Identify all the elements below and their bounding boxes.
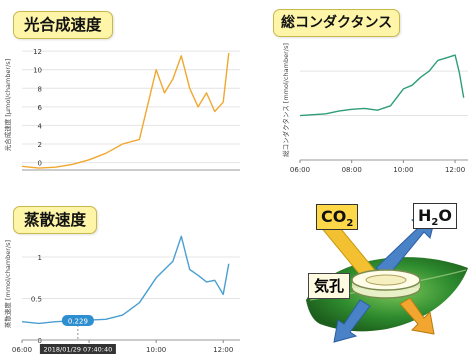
h2o-label: H2O — [413, 203, 457, 229]
conductance-chart-title: 総コンダクタンス — [273, 9, 401, 37]
conductance-xtick-label: 06:00 — [290, 166, 310, 174]
photosynthesis-y-axis-label: 光合成速度 [µmol/chamber/s] — [3, 59, 12, 151]
stoma-label: 気孔 — [308, 273, 351, 299]
photosynthesis-ytick-label: 6 — [38, 104, 43, 112]
photosynthesis-series-line — [21, 52, 230, 169]
transpiration-tooltip-date: 2018/01/29 07:40:40 — [44, 346, 113, 354]
photosynthesis-ytick-label: 2 — [38, 141, 42, 149]
photosynthesis-ytick-label: 4 — [38, 122, 43, 130]
transpiration-chart-title: 蒸散速度 — [13, 206, 98, 234]
stomata-gas-exchange-diagram: CO2 H2O 気孔 — [300, 196, 470, 356]
h2o-down-arrow-icon — [333, 299, 371, 343]
conductance-series-line — [299, 54, 465, 117]
conductance-xtick-label: 12:00 — [445, 166, 465, 174]
transpiration-ytick-label: 1 — [38, 254, 42, 262]
transpiration-xtick-label: 10:00 — [146, 346, 166, 354]
transpiration-tooltip-value: 0.229 — [68, 318, 88, 326]
conductance-xtick-label: 08:00 — [342, 166, 362, 174]
transpiration-tooltip-date-box — [39, 344, 116, 354]
transpiration-ytick-label: 0 — [38, 337, 42, 345]
conductance-xtick-label: 10:00 — [393, 166, 413, 174]
photosynthesis-ytick-label: 12 — [33, 48, 42, 56]
photosynthesis-ytick-label: 0 — [38, 160, 42, 168]
transpiration-ytick-label: 0.5 — [31, 296, 42, 304]
co2-down-arrow-icon — [399, 297, 435, 335]
transpiration-xtick-label: 06:00 — [12, 346, 32, 354]
chamber-icon — [351, 269, 421, 299]
transpiration-tooltip-value-box — [61, 315, 94, 327]
transpiration-series-line — [21, 235, 230, 325]
photosynthesis-chart-title: 光合成速度 — [13, 11, 113, 39]
conductance-y-axis-label: 総コンダクタンス [mmol/chamber/s] — [281, 43, 290, 157]
co2-label: CO2 — [316, 204, 359, 230]
photosynthesis-ytick-label: 8 — [38, 85, 42, 93]
photosynthesis-ytick-label: 10 — [33, 67, 42, 75]
transpiration-y-axis-label: 蒸散速度 [mmol/chamber/s] — [3, 240, 12, 328]
transpiration-xtick-label: 12:00 — [213, 346, 233, 354]
